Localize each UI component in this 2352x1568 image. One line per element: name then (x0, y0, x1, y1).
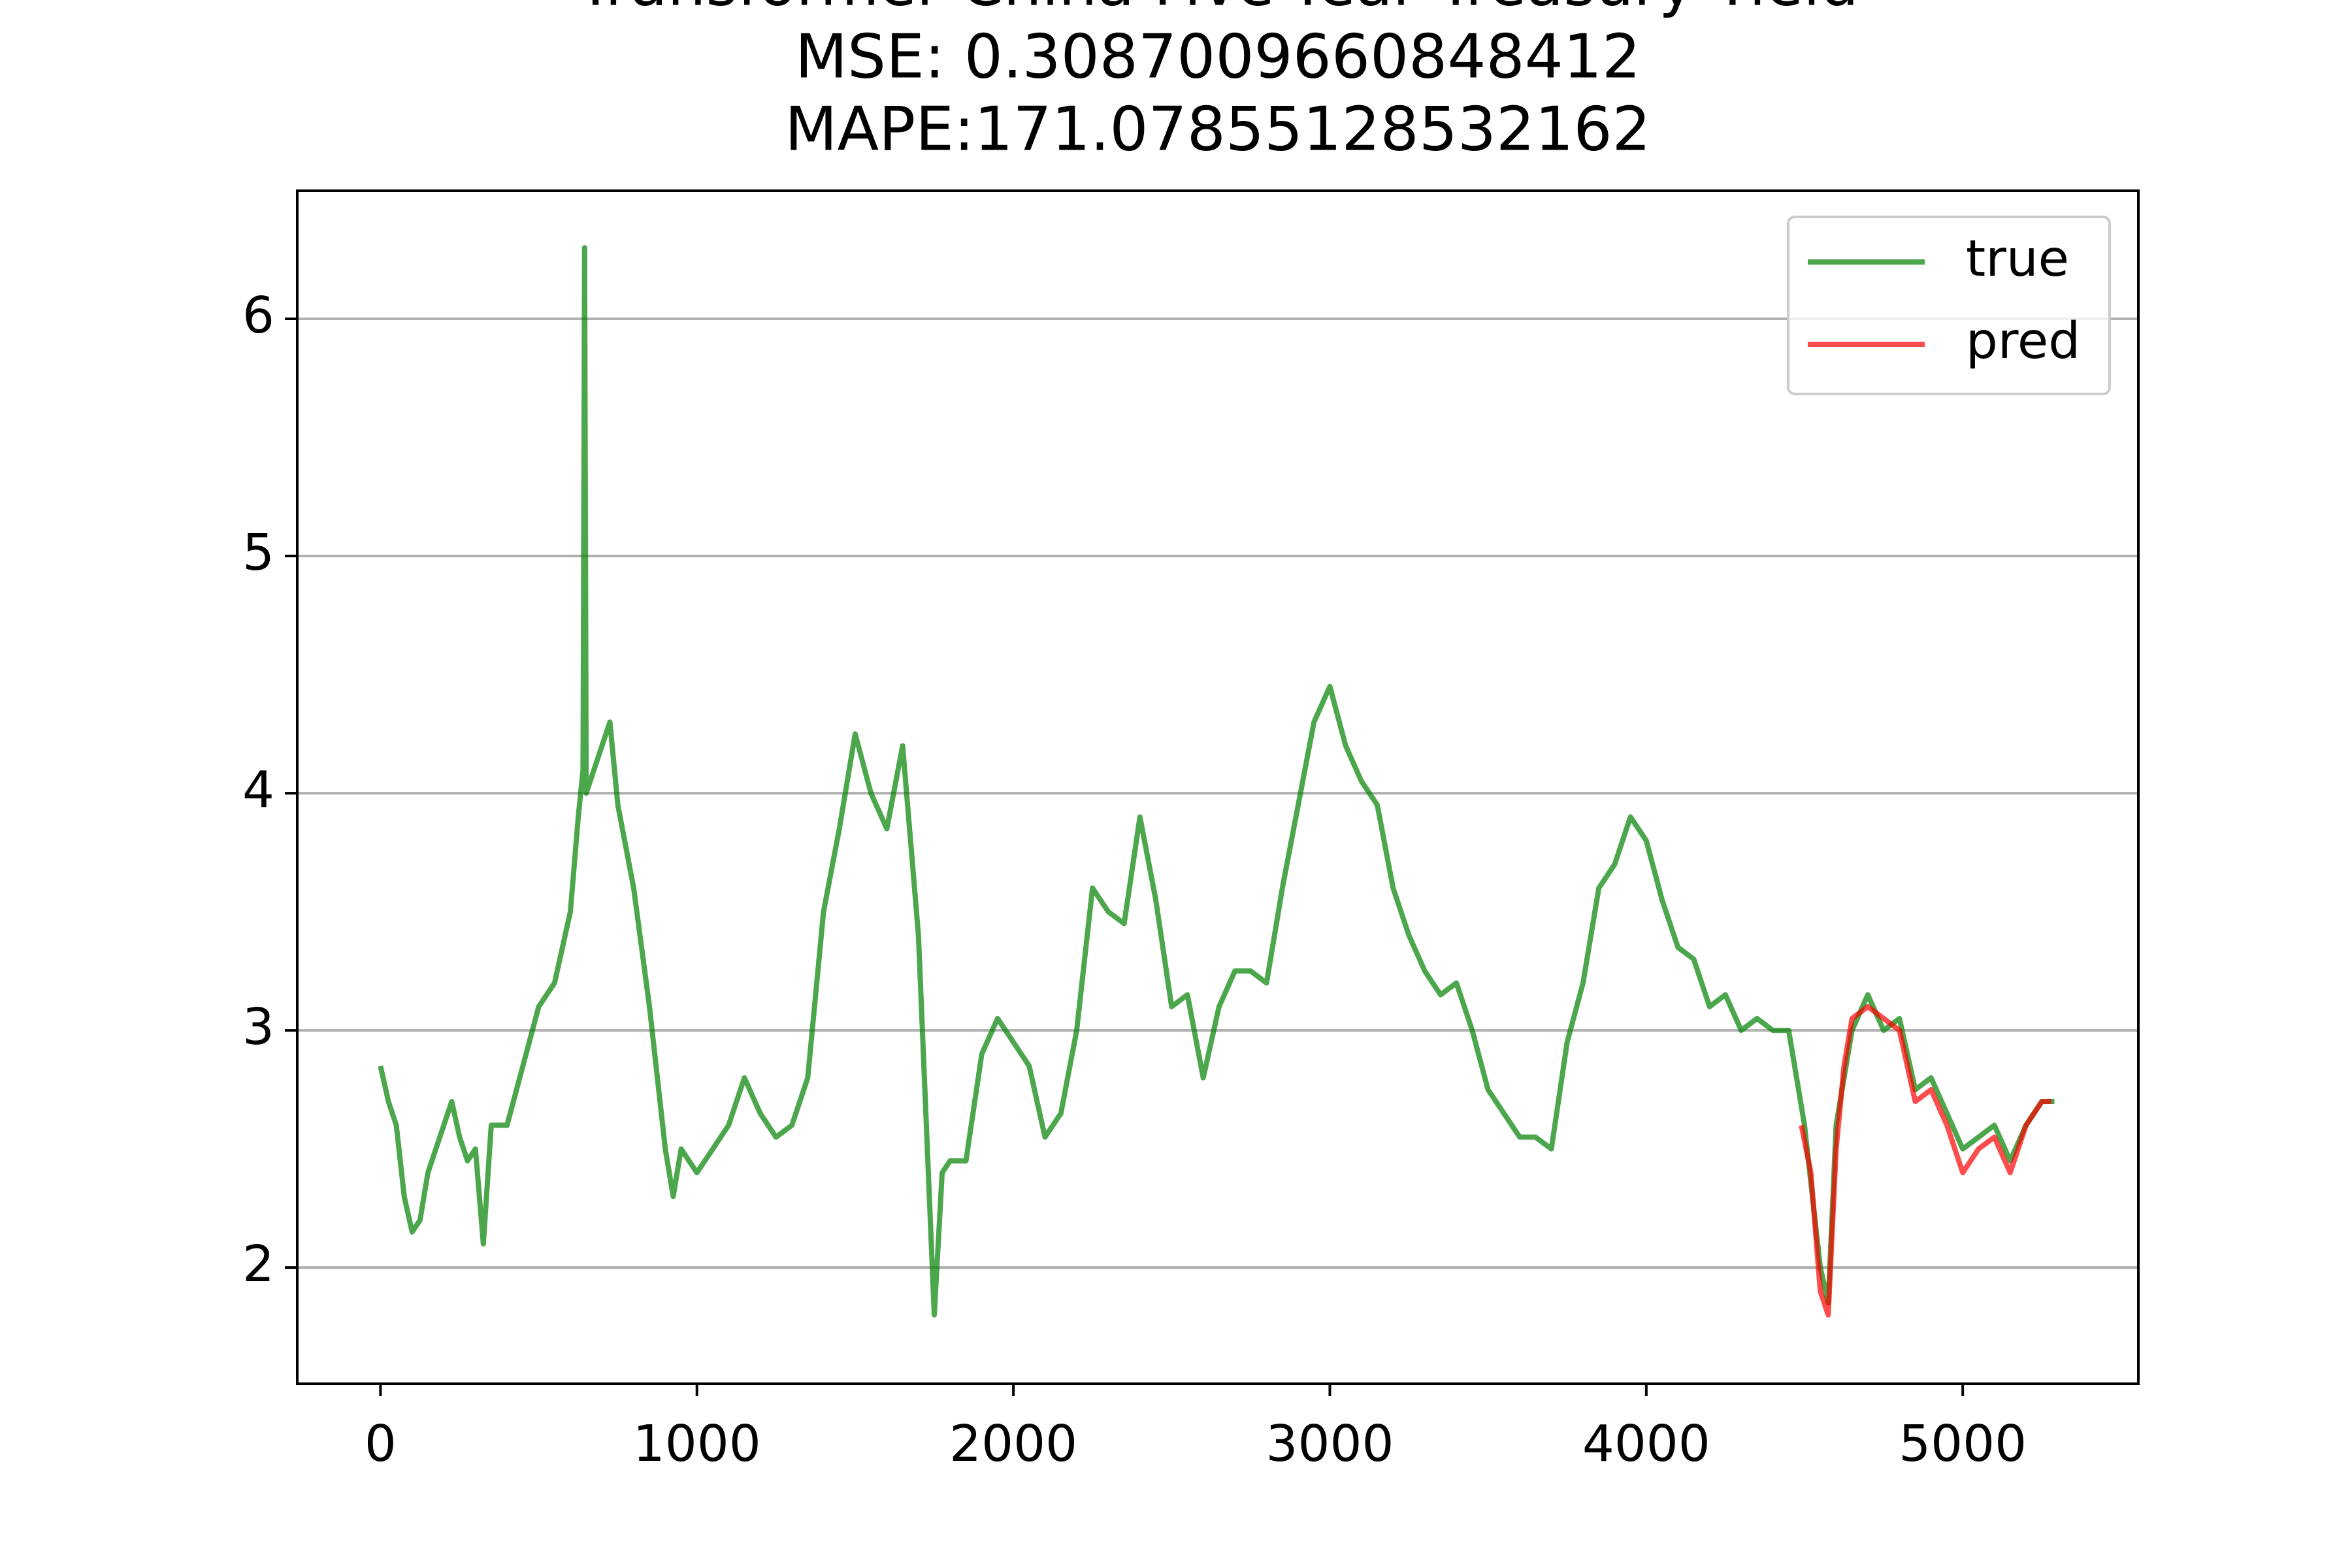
legend-label: true (1966, 230, 2069, 288)
y-tick-label: 5 (242, 524, 274, 582)
series-line (378, 245, 2055, 1318)
y-tick-label: 3 (242, 998, 274, 1056)
legend-label: pred (1966, 312, 2080, 370)
chart-title: MSE: 0.3087009660848412 (795, 21, 1641, 91)
plot-frame (296, 189, 2140, 1385)
x-tick-label: 4000 (1582, 1415, 1710, 1473)
chart-title: Transformer China Five-Year Treasury Yie… (576, 0, 1859, 19)
x-tick-label: 0 (365, 1415, 397, 1473)
x-tick-label: 1000 (633, 1415, 761, 1473)
x-tick-label: 2000 (949, 1415, 1077, 1473)
series-line (1799, 1004, 2051, 1318)
x-tick-label: 3000 (1266, 1415, 1394, 1473)
y-tick-label: 4 (242, 761, 274, 819)
x-tick-label: 5000 (1899, 1415, 2027, 1473)
chart-title: MAPE:171.07855128532162 (785, 93, 1650, 164)
y-tick-label: 6 (242, 287, 274, 345)
y-tick-label: 2 (242, 1235, 274, 1294)
